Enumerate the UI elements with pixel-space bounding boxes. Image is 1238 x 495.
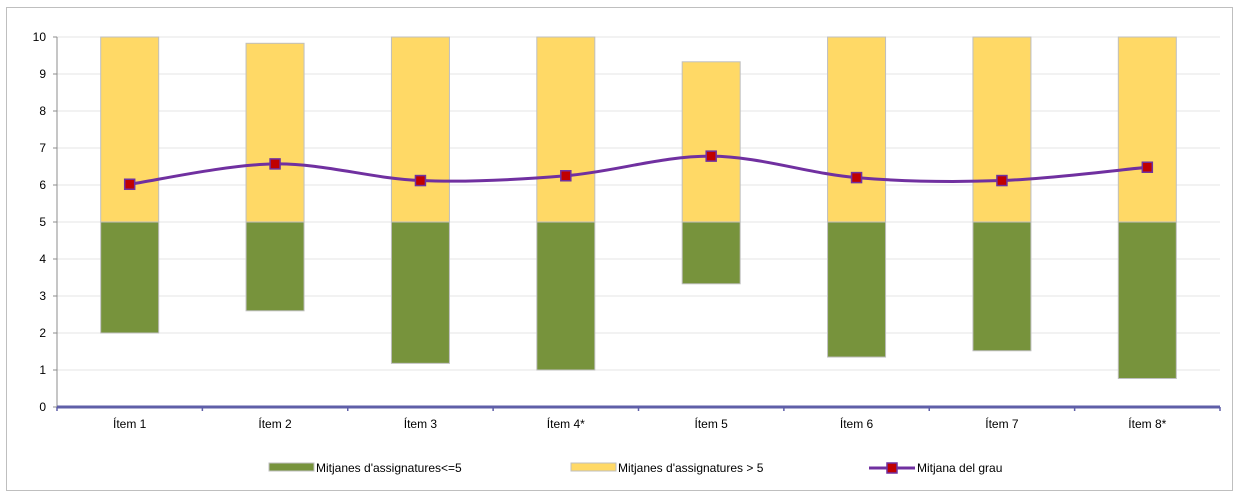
y-tick-label: 6 [39,178,46,192]
gridlines [57,37,1220,370]
y-tick-label: 1 [39,363,46,377]
y-tick-label: 4 [39,252,46,266]
line-point [561,171,571,181]
x-tick-label: Ítem 7 [985,416,1019,431]
line-point [270,159,280,169]
bar [391,222,449,363]
line-point [997,176,1007,186]
legend-swatch [269,463,314,471]
line-point [125,179,135,189]
legend-swatch [571,463,616,471]
bar [973,222,1031,351]
legend-marker [887,463,897,473]
x-tick-label: Ítem 2 [258,416,292,431]
x-tick-label: Ítem 3 [404,416,438,431]
bar [101,37,159,222]
line-point [415,176,425,186]
x-tick-label: Ítem 4* [547,416,585,431]
y-tick-label: 8 [39,104,46,118]
x-tick-label: Ítem 8* [1128,416,1166,431]
line-point [1142,162,1152,172]
chart: 0 1 2 3 4 5 6 7 8 9 10 Ítem 1 Ítem 2 Ítem 3 Ítem 4* Íte… [7,8,1232,490]
bar [682,62,740,222]
y-tick-label: 0 [39,400,46,414]
line-point [852,173,862,183]
bar [101,222,159,333]
x-tick-label: Ítem 5 [695,416,729,431]
bar [828,222,886,357]
bar [246,222,304,311]
legend-label: Mitjanes d'assignatures<=5 [316,461,462,475]
axes: 0 1 2 3 4 5 6 7 8 9 10 Ítem 1 Ítem 2 Ítem 3 Ítem 4* Íte… [33,30,1220,431]
y-tick-label: 7 [39,141,46,155]
bars [101,37,1177,379]
bar [1118,222,1176,379]
bar [246,43,304,222]
bar [391,37,449,222]
bar [537,222,595,370]
legend: Mitjanes d'assignatures<=5 Mitjanes d'ass… [269,461,1002,475]
bar [1118,37,1176,222]
y-tick-label: 5 [39,215,46,229]
chart-frame: 0 1 2 3 4 5 6 7 8 9 10 Ítem 1 Ítem 2 Ítem 3 Ítem 4* Íte… [6,7,1233,491]
legend-label: Mitjana del grau [917,461,1002,475]
x-tick-label: Ítem 6 [840,416,874,431]
bar [682,222,740,284]
x-tick-label: Ítem 1 [113,416,147,431]
y-tick-label: 2 [39,326,46,340]
bar [537,37,595,222]
y-tick-label: 3 [39,289,46,303]
bar [973,37,1031,222]
legend-label: Mitjanes d'assignatures > 5 [618,461,764,475]
line-point [706,151,716,161]
y-tick-label: 9 [39,67,46,81]
y-tick-label: 10 [33,30,47,44]
bar [828,37,886,222]
